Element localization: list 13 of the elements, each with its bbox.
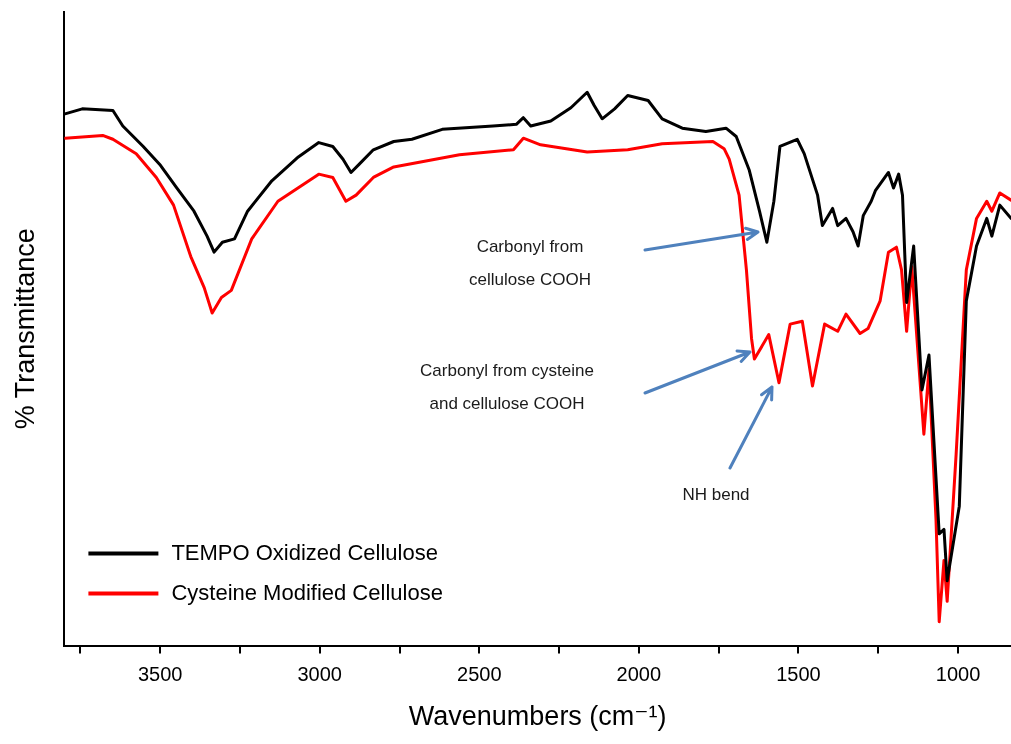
y-axis-title: % Transmittance <box>9 228 40 430</box>
x-tick-label: 3500 <box>137 663 183 686</box>
legend-label: Cysteine Modified Cellulose <box>171 579 443 605</box>
x-axis-title: Wavenumbers (cm⁻¹) <box>408 701 667 732</box>
x-tick-label: 2500 <box>457 663 502 686</box>
x-tick-label: 1000 <box>935 663 981 686</box>
annotation: Carbonyl from cellulose COOH <box>469 237 591 290</box>
x-tick-label: 2000 <box>616 663 662 686</box>
legend-label: TEMPO Oxidized Cellulose <box>171 539 438 565</box>
x-tick-label: 1500 <box>776 663 821 686</box>
annotation: NH bend <box>682 484 750 504</box>
annotation: Carbonyl from cysteine and cellulose COOH <box>420 361 594 414</box>
x-tick-label: 3000 <box>297 663 342 686</box>
